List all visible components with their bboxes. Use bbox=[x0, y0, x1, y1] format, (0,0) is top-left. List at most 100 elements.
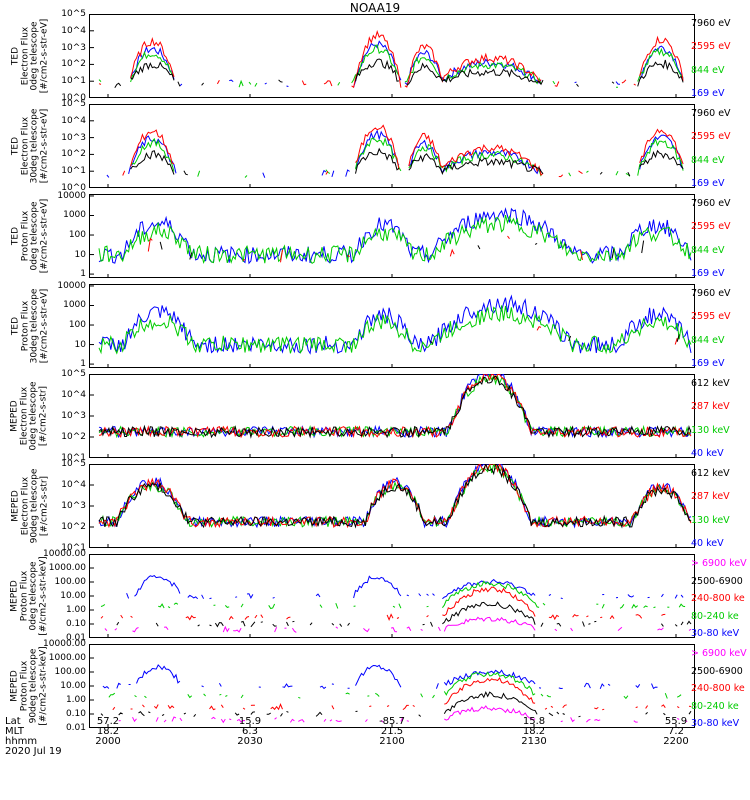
y-tick-label: 10^4 bbox=[61, 390, 86, 400]
y-tick-label: 1 bbox=[80, 269, 86, 280]
series-trace-3 bbox=[98, 214, 692, 265]
legend-entry: 287 keV bbox=[691, 401, 730, 413]
y-tick-label: 0.01 bbox=[65, 633, 86, 643]
series-trace-4 bbox=[98, 207, 692, 265]
y-tick-label: 10^4 bbox=[61, 25, 86, 36]
legend-entry: 240-800 ke bbox=[691, 593, 745, 604]
x-value-hhmm: 2130 bbox=[521, 736, 547, 747]
chart-title: NOAA19 bbox=[349, 1, 401, 15]
y-tick-label: 1000 bbox=[63, 210, 86, 221]
y-tick-label: 1000 bbox=[63, 300, 86, 311]
y-tick-label: 1000.00 bbox=[48, 563, 86, 573]
y-tick-label: 10^5 bbox=[61, 369, 86, 379]
legend: > 6900 keV 2500-6900 240-800 ke 80-240 ke 30… bbox=[691, 644, 750, 729]
legend-entry: 287 keV bbox=[691, 491, 730, 503]
plot-frame bbox=[89, 374, 695, 458]
series-trace-4 bbox=[107, 131, 689, 178]
legend: 7960 eV 2595 eV 844 eV 169 eV bbox=[691, 284, 750, 369]
y-axis-ticks: 10^5 10^4 10^3 10^2 10^1 10^0 bbox=[10, 9, 88, 103]
y-tick-label: 100.00 bbox=[54, 667, 87, 677]
legend-entry: 844 eV bbox=[691, 244, 725, 256]
panel-8: MEPED Proton Flux 90deg telescope [#/cm2-s-… bbox=[10, 639, 750, 733]
legend-entry: 844 eV bbox=[691, 154, 725, 166]
legend-entry: 7960 eV bbox=[691, 108, 731, 119]
y-tick-label: 10^0 bbox=[61, 93, 86, 103]
legend-entry: 80-240 ke bbox=[691, 610, 739, 622]
legend-entry: 30-80 keV bbox=[691, 628, 740, 639]
legend-entry: 40 keV bbox=[691, 448, 724, 459]
legend-entry: 7960 eV bbox=[691, 288, 731, 299]
x-value-lat: 15.8 bbox=[522, 716, 546, 727]
series-trace-5 bbox=[103, 665, 687, 689]
y-tick-label: 10.00 bbox=[60, 591, 86, 601]
legend-entry: 2595 eV bbox=[691, 131, 731, 143]
series-trace-2 bbox=[100, 690, 692, 718]
panel-7: MEPED Proton Flux 0deg telescope [#/cm2-s-s… bbox=[10, 549, 750, 643]
legend-entry: 7960 eV bbox=[691, 18, 731, 29]
legend-entry: 7960 eV bbox=[691, 198, 731, 209]
series-trace-2 bbox=[98, 464, 692, 529]
series-trace-1 bbox=[114, 58, 684, 89]
series-trace-1 bbox=[104, 616, 692, 633]
y-tick-label: 0.01 bbox=[65, 723, 86, 733]
x-value-lat: -85.7 bbox=[379, 716, 405, 727]
y-tick-label: 10^3 bbox=[61, 132, 86, 143]
x-value-hhmm: 2030 bbox=[237, 736, 263, 747]
legend-entry: 130 keV bbox=[691, 514, 730, 526]
y-tick-label: 10^1 bbox=[61, 543, 86, 553]
series-trace-3 bbox=[130, 136, 684, 178]
legend: 7960 eV 2595 eV 844 eV 169 eV bbox=[691, 14, 750, 99]
x-value-lat: 15.9 bbox=[238, 716, 262, 727]
x-value-hhmm: 2200 bbox=[663, 736, 689, 747]
y-tick-label: 10000.00 bbox=[43, 549, 86, 559]
series-trace-3 bbox=[98, 464, 692, 529]
y-tick-label: 0.10 bbox=[65, 709, 86, 719]
y-tick-label: 1.00 bbox=[65, 695, 86, 705]
y-axis-ticks: 10000.00 1000.00 100.00 10.00 1.00 0.10 0.01 bbox=[10, 639, 88, 733]
y-tick-label: 10^1 bbox=[61, 76, 86, 87]
legend: 612 keV 287 keV 130 keV 40 keV bbox=[691, 374, 750, 459]
legend-entry: 2595 eV bbox=[691, 41, 731, 53]
series-trace-3 bbox=[98, 305, 692, 355]
y-tick-label: 10^5 bbox=[61, 99, 86, 109]
y-tick-label: 10^2 bbox=[61, 149, 86, 160]
y-tick-label: 10^0 bbox=[61, 183, 86, 193]
legend-entry: 2595 eV bbox=[691, 311, 731, 323]
legend-entry: 169 eV bbox=[691, 268, 725, 279]
legend-entry: 169 eV bbox=[691, 358, 725, 369]
legend-entry: 2500-6900 bbox=[691, 665, 743, 677]
x-row-label: hhmm bbox=[5, 736, 38, 747]
panel-2: TED Electron Flux 30deg telescope [#/cm2-s-… bbox=[10, 99, 750, 193]
y-tick-label: 100.00 bbox=[54, 577, 87, 587]
y-tick-label: 10000 bbox=[57, 280, 86, 291]
x-axis-annotation: Lat MLT hhmm 2020 Jul 19 57.2 18.2 2000 15.9 6.3… bbox=[0, 716, 750, 800]
legend-entry: 2595 eV bbox=[691, 221, 731, 233]
x-value-lat: 57.2 bbox=[96, 716, 120, 727]
legend-entry: 130 keV bbox=[691, 424, 730, 436]
y-axis-ticks: 10000 1000 100 10 1 bbox=[10, 191, 88, 280]
plot-area bbox=[89, 644, 695, 728]
legend-entry: 169 eV bbox=[691, 178, 725, 189]
plot-area bbox=[89, 464, 695, 548]
x-row-label: 2020 Jul 19 bbox=[5, 746, 62, 757]
series-trace-3 bbox=[101, 587, 691, 620]
y-tick-label: 10 bbox=[74, 249, 86, 260]
x-value-lat: 55.9 bbox=[664, 716, 688, 727]
plot-area bbox=[89, 554, 695, 638]
y-tick-label: 10 bbox=[74, 339, 86, 350]
plot-area bbox=[89, 284, 695, 368]
x-value-hhmm: 2100 bbox=[379, 736, 405, 747]
y-tick-label: 10^1 bbox=[61, 166, 86, 177]
series-trace-3 bbox=[112, 677, 692, 711]
y-tick-label: 10^1 bbox=[61, 453, 86, 463]
x-value-mlt: 21.5 bbox=[380, 726, 404, 737]
y-tick-label: 100 bbox=[68, 320, 86, 331]
series-trace-3 bbox=[99, 45, 687, 87]
plot-frame bbox=[89, 554, 695, 638]
y-tick-label: 10^5 bbox=[61, 9, 86, 19]
legend-entry: > 6900 keV bbox=[691, 648, 747, 659]
plot-frame bbox=[89, 104, 695, 188]
y-tick-label: 10.00 bbox=[60, 681, 86, 691]
legend-entry: 612 keV bbox=[691, 468, 730, 479]
legend: 7960 eV 2595 eV 844 eV 169 eV bbox=[691, 104, 750, 189]
